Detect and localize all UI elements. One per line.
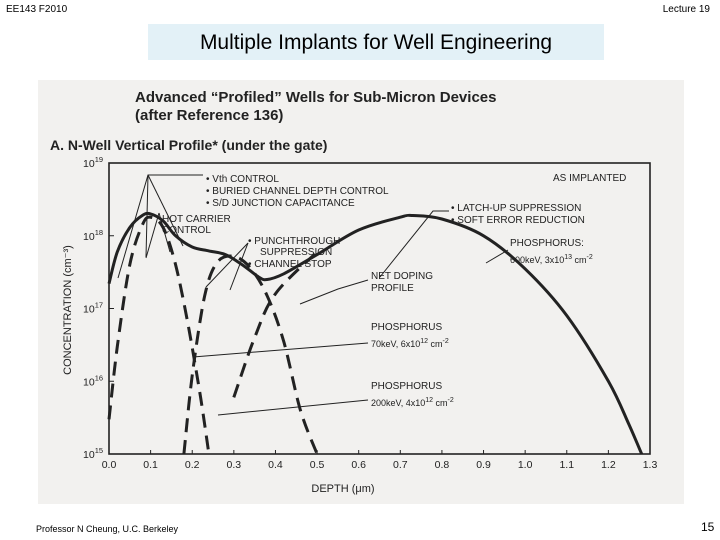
punchthrough-note-2: SUPPRESSION bbox=[260, 247, 332, 258]
vth-note-3: • S/D JUNCTION CAPACITANCE bbox=[206, 198, 355, 209]
scanned-figure: Advanced “Profiled” Wells for Sub-Micron… bbox=[38, 80, 684, 504]
curve-series-2 bbox=[182, 254, 319, 455]
figure-heading-line1: Advanced “Profiled” Wells for Sub-Micron… bbox=[135, 89, 496, 106]
x-tick-label: 0.0 bbox=[102, 459, 117, 471]
phos70-dose: 70keV, 6x1012 cm-2 bbox=[371, 338, 449, 349]
y-axis-label: CONCENTRATION (cm⁻³) bbox=[62, 245, 74, 375]
y-tick-label: 1017 bbox=[83, 301, 103, 316]
footer-credit: Professor N Cheung, U.C. Berkeley bbox=[36, 524, 179, 534]
x-tick-label: 1.1 bbox=[559, 459, 574, 471]
doping-profile-chart: Advanced “Profiled” Wells for Sub-Micron… bbox=[50, 89, 657, 495]
x-tick-label: 0.3 bbox=[227, 459, 242, 471]
punchthrough-note-3: • CHANNEL STOP bbox=[248, 259, 332, 270]
phos600-dose: 600keV, 3x1013 cm-2 bbox=[510, 254, 593, 265]
x-tick-label: 0.1 bbox=[143, 459, 158, 471]
axis-ticks: 0.0 0.1 0.2 0.3 0.4 0.5 0.6 0.7 0.8 0.9 1.0 1.1 1.2 1… bbox=[83, 155, 657, 471]
vth-note-1: • Vth CONTROL bbox=[206, 174, 279, 185]
leader-phos600 bbox=[485, 249, 509, 264]
as-implanted-label: AS IMPLANTED bbox=[553, 173, 626, 184]
leader-hot-carrier-1 bbox=[145, 212, 160, 259]
curves bbox=[107, 211, 644, 455]
leader-phos70 bbox=[192, 342, 369, 358]
hot-carrier-label-1: HOT CARRIER bbox=[162, 214, 231, 225]
punchthrough-note-1: • PUNCHTHROUGH bbox=[248, 236, 340, 247]
figure-heading-line2: (after Reference 136) bbox=[135, 107, 283, 124]
curve-series-0 bbox=[107, 211, 644, 455]
section-title: A. N-Well Vertical Profile* (under the g… bbox=[50, 137, 327, 153]
leader-phos200 bbox=[217, 399, 369, 416]
x-axis-label: DEPTH (μm) bbox=[311, 483, 374, 495]
x-tick-label: 0.5 bbox=[310, 459, 325, 471]
y-tick-label: 1018 bbox=[83, 228, 103, 243]
latchup-note-1: • LATCH-UP SUPPRESSION bbox=[451, 203, 581, 214]
hot-carrier-label-2: CONTROL bbox=[162, 225, 211, 236]
y-tick-label: 1019 bbox=[83, 155, 103, 170]
x-tick-label: 0.2 bbox=[185, 459, 200, 471]
y-tick-label: 1015 bbox=[83, 446, 103, 461]
leader-vth-3 bbox=[147, 174, 184, 247]
phos200-label: PHOSPHORUS bbox=[371, 381, 442, 392]
leader-punchthrough-1 bbox=[205, 242, 249, 288]
leader-hot-carrier-2 bbox=[158, 212, 171, 253]
x-tick-label: 0.4 bbox=[268, 459, 283, 471]
page-number: 15 bbox=[701, 520, 715, 534]
leader-net-doping bbox=[299, 279, 369, 305]
latchup-note-2: • SOFT ERROR REDUCTION bbox=[451, 215, 585, 226]
phos600-label: PHOSPHORUS: bbox=[510, 238, 584, 249]
slide-title: Multiple Implants for Well Engineering bbox=[148, 24, 604, 60]
vth-note-2: • BURIED CHANNEL DEPTH CONTROL bbox=[206, 186, 389, 197]
x-tick-label: 0.8 bbox=[435, 459, 450, 471]
x-tick-label: 1.2 bbox=[601, 459, 616, 471]
lecture-label: Lecture 19 bbox=[662, 4, 710, 15]
x-tick-label: 0.9 bbox=[476, 459, 491, 471]
x-tick-label: 0.7 bbox=[393, 459, 408, 471]
phos200-dose: 200keV, 4x1012 cm-2 bbox=[371, 397, 454, 408]
course-label: EE143 F2010 bbox=[6, 4, 68, 15]
net-doping-label-2: PROFILE bbox=[371, 283, 414, 294]
x-tick-label: 1.3 bbox=[643, 459, 658, 471]
leader-punchthrough-2 bbox=[229, 242, 249, 291]
phos70-label: PHOSPHORUS bbox=[371, 322, 442, 333]
x-tick-label: 0.6 bbox=[351, 459, 366, 471]
x-tick-label: 1.0 bbox=[518, 459, 533, 471]
leader-latchup bbox=[379, 210, 449, 278]
leader-vth-2 bbox=[145, 174, 149, 258]
curve-series-3 bbox=[232, 250, 319, 398]
curve-series-1 bbox=[107, 215, 211, 455]
annotations: AS IMPLANTED • Vth CONTROL • BURIED CHAN… bbox=[162, 173, 626, 408]
net-doping-label-1: NET DOPING bbox=[371, 271, 433, 282]
y-tick-label: 1016 bbox=[83, 373, 103, 388]
leader-lines bbox=[117, 174, 509, 416]
